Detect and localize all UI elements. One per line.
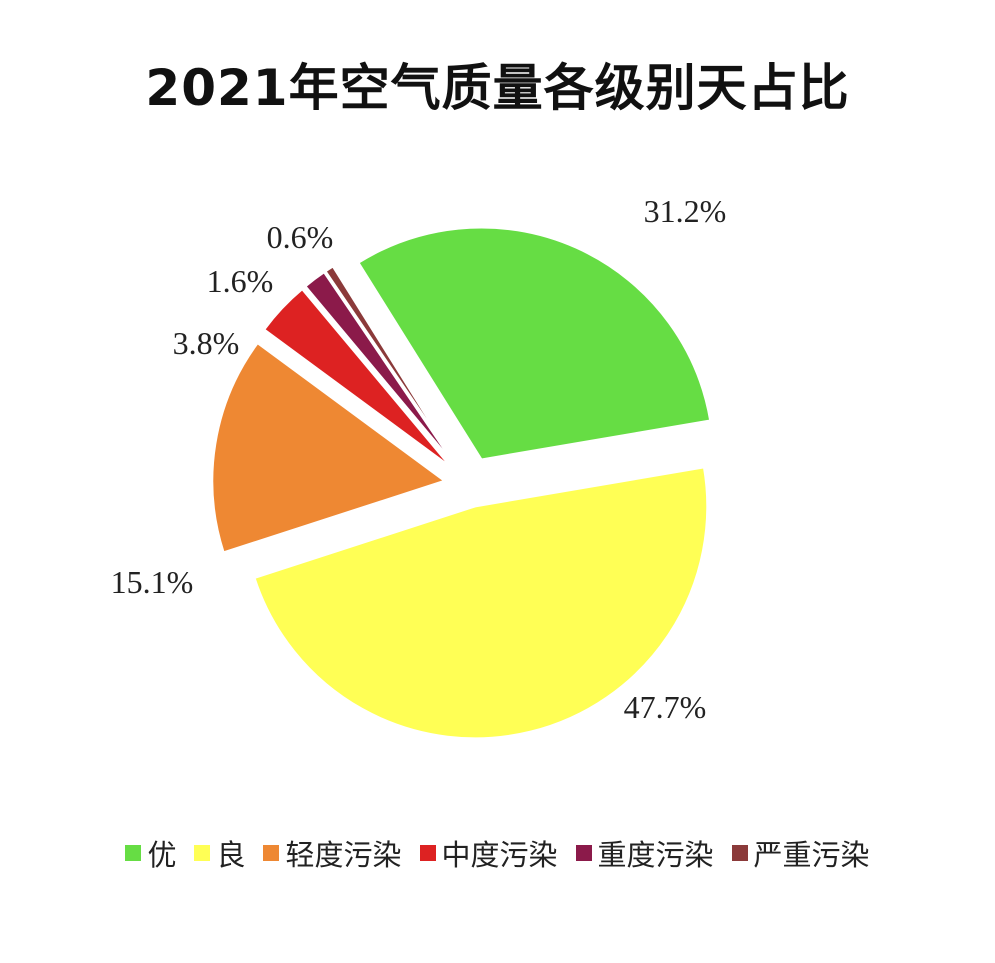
slice-data-label-4: 3.8% bbox=[173, 325, 240, 361]
legend-item-5: 重度污染 bbox=[575, 832, 714, 874]
legend: 优 良 轻度污染 中度污染 重度污染 严重污染 bbox=[0, 832, 995, 874]
legend-label: 优 bbox=[147, 838, 177, 872]
legend-swatch bbox=[125, 845, 142, 861]
legend-item-6: 严重污染 bbox=[731, 832, 870, 874]
pie-slice-5 bbox=[304, 270, 456, 465]
chart-title: 2021年空气质量各级别天占比 bbox=[145, 59, 850, 117]
pie-slice-2 bbox=[253, 466, 709, 740]
legend-label: 严重污染 bbox=[753, 838, 870, 872]
legend-label: 重度污染 bbox=[597, 838, 714, 872]
pie-slice-6 bbox=[324, 265, 457, 464]
legend-label: 良 bbox=[216, 838, 246, 872]
legend-item-3: 轻度污染 bbox=[263, 832, 402, 874]
slice-data-label-6: 0.6% bbox=[267, 219, 334, 255]
legend-swatch bbox=[194, 845, 211, 861]
slice-data-label-2: 47.7% bbox=[624, 689, 707, 725]
legend-item-2: 良 bbox=[194, 832, 245, 874]
legend-item-4: 中度污染 bbox=[419, 832, 558, 874]
slice-data-label-5: 1.6% bbox=[207, 263, 274, 299]
legend-item-1: 优 bbox=[125, 832, 176, 874]
pie-slice-1 bbox=[357, 226, 712, 461]
slice-data-label-1: 31.2% bbox=[644, 193, 727, 229]
legend-swatch bbox=[575, 845, 592, 861]
legend-swatch bbox=[731, 845, 748, 861]
pie-slice-3 bbox=[211, 341, 447, 554]
legend-swatch bbox=[263, 845, 280, 861]
legend-swatch bbox=[419, 845, 436, 861]
legend-label: 轻度污染 bbox=[285, 838, 402, 872]
slice-data-label-3: 15.1% bbox=[111, 564, 194, 600]
pie-slice-4 bbox=[262, 287, 452, 468]
legend-label: 中度污染 bbox=[441, 838, 558, 872]
